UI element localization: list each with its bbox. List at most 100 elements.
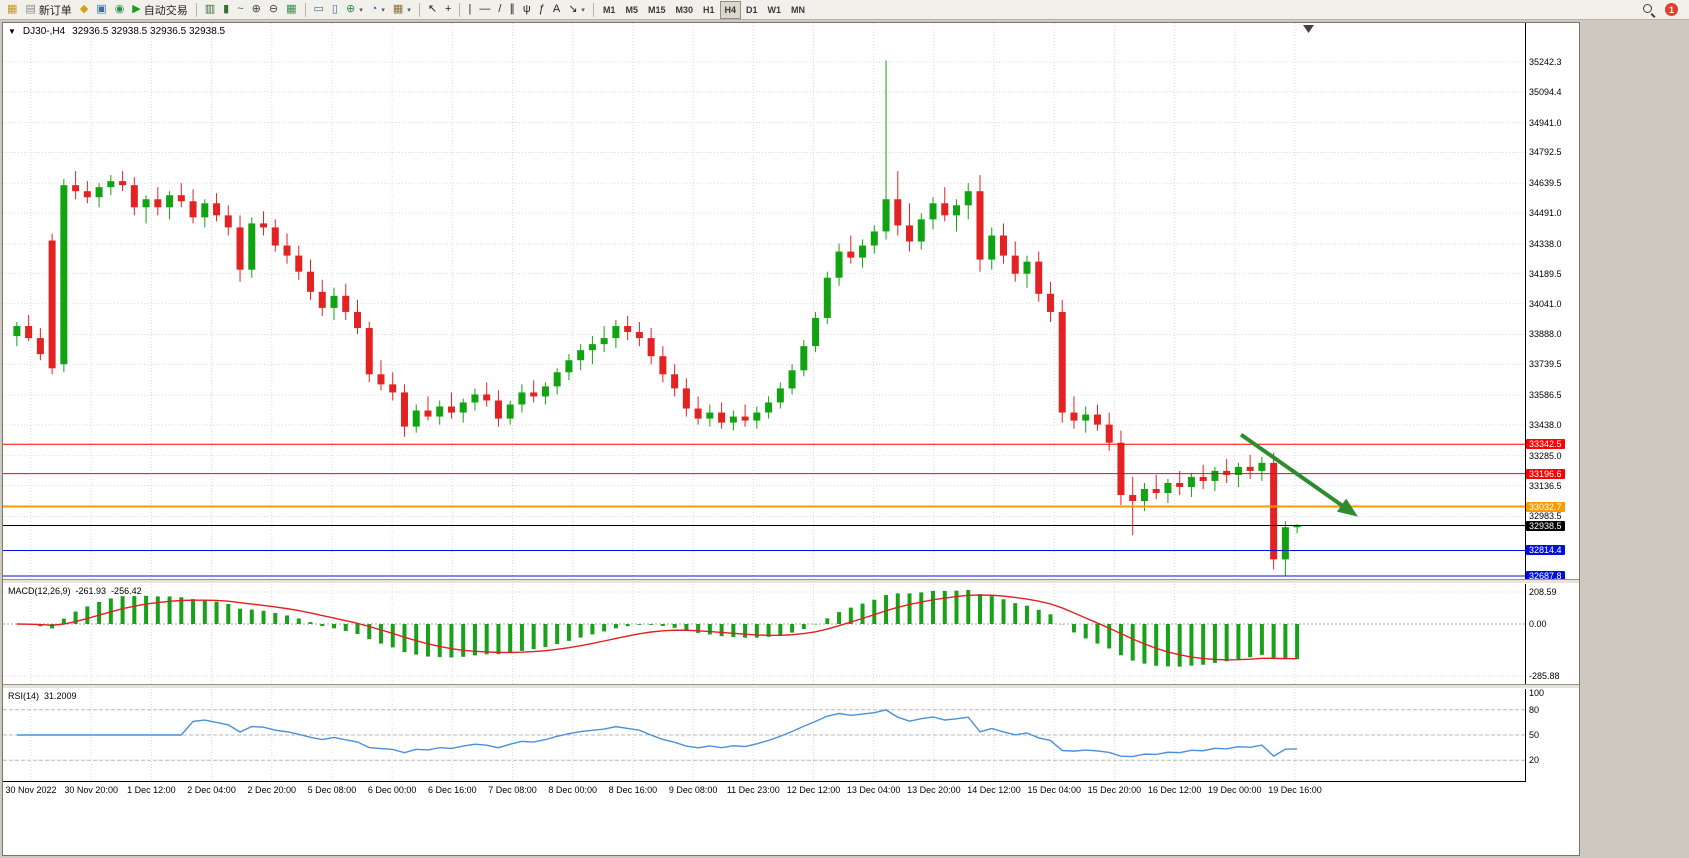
axis-tick-label: 0.00: [1529, 619, 1547, 629]
timeframe-button-m5[interactable]: M5: [620, 1, 643, 19]
line-chart-button[interactable]: ~: [233, 1, 247, 19]
time-axis-label: 15 Dec 20:00: [1087, 785, 1142, 795]
vertical-line-button[interactable]: |: [464, 1, 475, 19]
time-axis-label: 16 Dec 12:00: [1147, 785, 1202, 795]
macd-axis: 208.59 0.00 -285.88: [1526, 584, 1579, 684]
text-button[interactable]: A: [549, 1, 564, 19]
cascade-windows-icon: ▭: [313, 3, 324, 15]
axis-tick-label: -285.88: [1529, 671, 1560, 681]
time-axis-label: 11 Dec 23:00: [726, 785, 780, 795]
timeframe-button-w1[interactable]: W1: [763, 1, 787, 19]
pane-separator[interactable]: [3, 684, 1579, 689]
arrows-button[interactable]: ↘ ▾: [564, 1, 589, 19]
time-axis-label: 2 Dec 20:00: [247, 785, 297, 795]
fibonacci-button[interactable]: ƒ: [535, 1, 549, 19]
axis-tick-label: 32983.5: [1529, 511, 1562, 522]
axis-tick-label: 20: [1529, 755, 1540, 766]
price-level-label: 32938.5: [1526, 520, 1565, 531]
timeframe-button-h4[interactable]: H4: [719, 0, 742, 19]
rsi-plot[interactable]: RSI(14) 31.2009: [3, 689, 1526, 781]
axis-tick-label: 33739.5: [1529, 359, 1562, 370]
bottom-space: [3, 800, 1579, 855]
time-axis-label: 14 Dec 12:00: [967, 785, 1021, 795]
arrange-windows-button[interactable]: ▯: [328, 1, 342, 19]
trend-arrow[interactable]: [1239, 433, 1358, 517]
timeframe-button-m30[interactable]: M30: [670, 1, 698, 19]
bar-chart-button[interactable]: ▥: [201, 1, 219, 19]
timeframe-button-d1[interactable]: D1: [741, 1, 763, 19]
search-icon[interactable]: [1642, 3, 1655, 16]
crosshair-icon: +: [445, 3, 452, 15]
toolbar-separator: [195, 2, 197, 17]
main-chart-plot[interactable]: ▼ DJ30-,H4 32936.5 32938.5 32936.5 32938…: [3, 23, 1526, 579]
candlestick-chart-svg: [3, 23, 1525, 579]
timeframe-toolbar: M1 M5 M15 M30 H1 H4 D1 W1 MN: [598, 0, 810, 19]
fibonacci-icon: ƒ: [538, 3, 545, 15]
axis-tick-label: 34041.0: [1529, 298, 1562, 309]
pane-separator[interactable]: [3, 579, 1579, 584]
timeframe-button-m15[interactable]: M15: [643, 1, 671, 19]
time-axis-label: 19 Dec 00:00: [1208, 785, 1262, 795]
chart-window: ▼ DJ30-,H4 32936.5 32938.5 32936.5 32938…: [2, 22, 1580, 856]
time-axis-label: 13 Dec 20:00: [907, 785, 961, 795]
cursor-button[interactable]: ↖: [424, 1, 441, 19]
tile-windows-button[interactable]: ▦: [282, 1, 300, 19]
time-axis-label: 19 Dec 16:00: [1268, 785, 1322, 795]
rsi-value: 31.2009: [44, 691, 77, 701]
cascade-windows-button[interactable]: ▭: [310, 1, 328, 19]
toolbar-right: 1: [1642, 3, 1686, 16]
time-axis-label: 5 Dec 08:00: [307, 785, 357, 795]
axis-tick-label: 34639.5: [1529, 178, 1562, 189]
templates-button[interactable]: ▦ ▾: [389, 1, 415, 19]
notification-badge[interactable]: 1: [1665, 3, 1678, 16]
new-order-button-label: 新订单: [38, 4, 72, 17]
main-toolbar: ▦ ▤ 新订单 ◆ ▣ ◉ ▶ 自动交易 ▥ ▮ ~ ⊕ ⊖ ▦ ▭ ▯ ⊕ ▾ ◔ ▾ ▦ ▾ ↖ + | — / ∥ ψ ƒ A ↘ ▾ M…: [0, 0, 1689, 20]
time-axis-label: 8 Dec 16:00: [608, 785, 658, 795]
zoom-in-button[interactable]: ⊕: [248, 1, 265, 19]
autotrading-button[interactable]: ▶ 自动交易: [128, 1, 191, 19]
horizontal-level-lines: [3, 443, 1525, 577]
axis-tick-label: 34792.5: [1529, 147, 1562, 158]
timeframe-button-m1[interactable]: M1: [598, 1, 621, 19]
crosshair-button[interactable]: +: [441, 1, 455, 19]
price-level-label: 32687.8: [1526, 570, 1565, 579]
market-watch-button[interactable]: ▣: [92, 1, 110, 19]
horizontal-line-button[interactable]: —: [475, 1, 494, 19]
axis-tick-label: 35242.3: [1529, 56, 1562, 67]
tile-windows-icon: ▦: [286, 3, 297, 15]
axis-tick-label: 34941.0: [1529, 117, 1562, 128]
trendline-button[interactable]: /: [494, 1, 505, 19]
timeframe-button-h1[interactable]: H1: [698, 1, 720, 19]
new-chart-button[interactable]: ▦: [3, 1, 21, 19]
candlestick-chart-button[interactable]: ▮: [219, 1, 233, 19]
macd-plot[interactable]: MACD(12,26,9) -261.93 -256.42: [3, 584, 1526, 684]
andrews-pitchfork-icon: ψ: [522, 3, 531, 15]
chevron-down-icon: ▾: [581, 6, 585, 14]
market-watch-icon: ▣: [96, 3, 107, 15]
timeframe-button-mn[interactable]: MN: [786, 1, 810, 19]
axis-tick-label: 208.59: [1529, 587, 1557, 597]
time-axis-label: 1 Dec 12:00: [127, 785, 176, 795]
zoom-out-button[interactable]: ⊖: [265, 1, 282, 19]
autotrading-icon: ▶: [132, 3, 141, 15]
time-axis-label: 15 Dec 04:00: [1027, 785, 1082, 795]
axis-tick-label: 34189.5: [1529, 268, 1562, 279]
axis-tick-label: 33285.0: [1529, 450, 1562, 461]
price-pane: ▼ DJ30-,H4 32936.5 32938.5 32936.5 32938…: [3, 23, 1579, 579]
andrews-pitchfork-button[interactable]: ψ: [519, 1, 535, 19]
new-order-button[interactable]: ▤ 新订单: [21, 1, 75, 19]
time-axis-label: 30 Nov 20:00: [64, 785, 118, 795]
indicators-button[interactable]: ⊕ ▾: [342, 1, 367, 19]
candlesticks: [13, 60, 1301, 576]
chart-profile-button[interactable]: ◆: [76, 1, 92, 19]
rsi-line: [16, 709, 1298, 758]
time-axis-label: 13 Dec 04:00: [846, 785, 901, 795]
equidistant-channel-button[interactable]: ∥: [505, 1, 519, 19]
navigator-button[interactable]: ◉: [111, 1, 129, 19]
chart-collapse-icon[interactable]: ▼: [8, 27, 16, 36]
axis-tick-label: 33438.0: [1529, 420, 1562, 430]
periods-button[interactable]: ◔ ▾: [367, 1, 389, 19]
arrows-icon: ↘: [568, 3, 578, 15]
zoom-out-icon: ⊖: [268, 3, 279, 15]
periods-icon: ◔: [370, 3, 378, 15]
